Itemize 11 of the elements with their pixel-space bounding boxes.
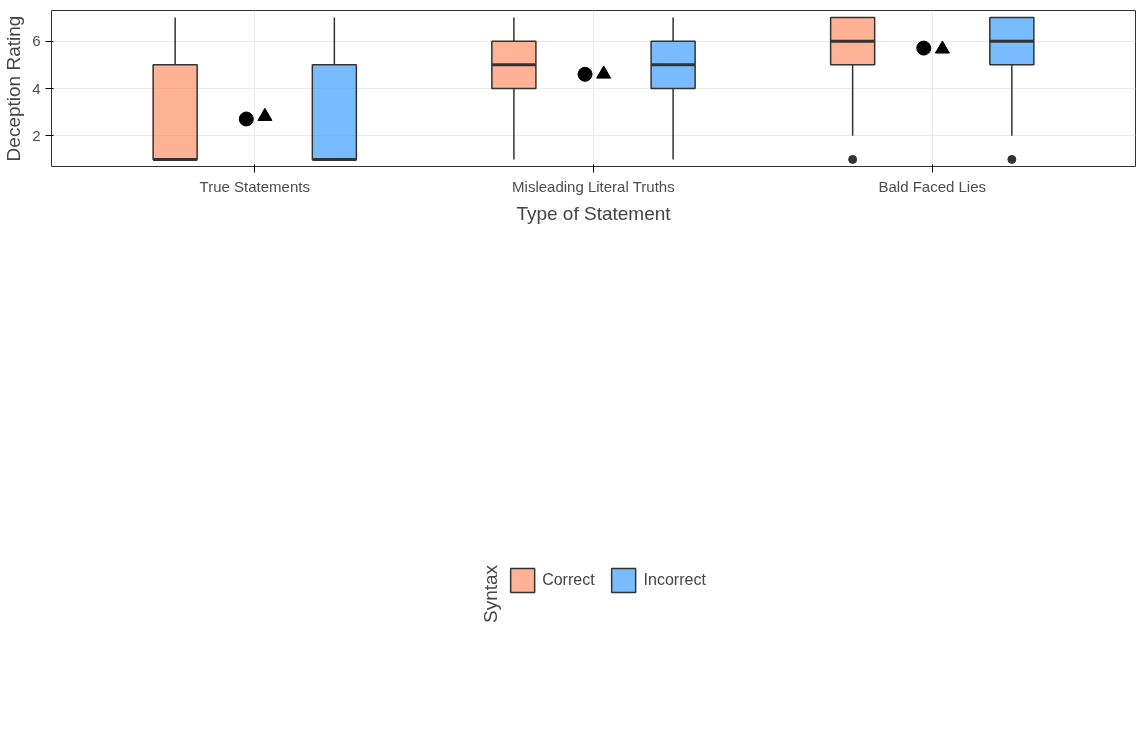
y-tick-label: 6 bbox=[32, 32, 41, 50]
y-tick-label: 4 bbox=[32, 79, 41, 97]
legend-title: Syntax bbox=[480, 564, 503, 624]
y-tick-label: 2 bbox=[32, 126, 41, 144]
x-tick-label: True Statements bbox=[199, 177, 310, 195]
x-tick-label: Bald Faced Lies bbox=[878, 177, 987, 195]
legend-label: Incorrect bbox=[643, 570, 706, 589]
y-axis-title: Deception Rating bbox=[3, 15, 25, 162]
x-tick-label: Misleading Literal Truths bbox=[512, 177, 675, 195]
legend-label: Correct bbox=[542, 570, 595, 589]
x-axis-title: Type of Statement bbox=[516, 202, 672, 224]
